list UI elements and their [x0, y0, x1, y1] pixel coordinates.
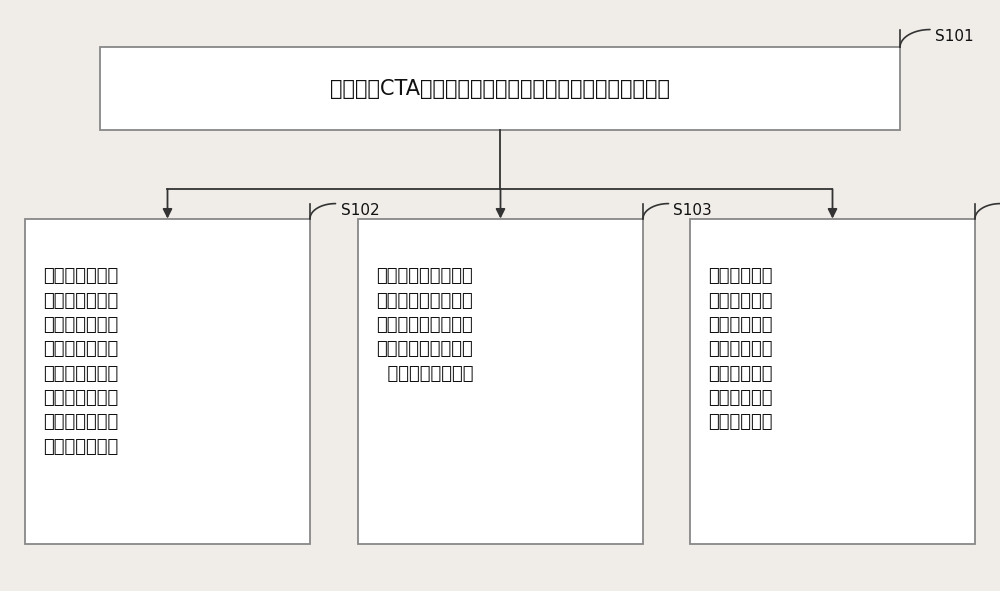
Text: 当所述感兴趣
血管是基底动
脉时，根据基
底动脉的位置
规划从后到前
观测方向的威
利斯环包围盒: 当所述感兴趣 血管是基底动 脉时，根据基 底动脉的位置 规划从后到前 观测方向的…	[708, 267, 772, 431]
Bar	[25, 219, 310, 544]
Text: S101: S101	[935, 29, 974, 44]
Bar	[690, 219, 975, 544]
Bar	[358, 219, 643, 544]
Text: 当所述感兴趣血管是
大脑前动脉时，根据
大脑前动脉的位置规
划从前到后观测方向
  的威利斯环包围盒: 当所述感兴趣血管是 大脑前动脉时，根据 大脑前动脉的位置规 划从前到后观测方向 …	[376, 267, 474, 382]
Text: 基于头部CTA三维体数据定位威利斯环内感兴趣血管的位置: 基于头部CTA三维体数据定位威利斯环内感兴趣血管的位置	[330, 79, 670, 99]
Text: S102: S102	[340, 203, 379, 218]
Text: S103: S103	[674, 203, 712, 218]
Bar	[100, 47, 900, 130]
Text: 当所述感兴趣血
管是大脑中动脉
时，根据大脑中
动脉的位置分析
该动脉的方向，
针对不同的观测
方向规划对应的
威利斯环包围盒: 当所述感兴趣血 管是大脑中动脉 时，根据大脑中 动脉的位置分析 该动脉的方向， …	[43, 267, 118, 456]
